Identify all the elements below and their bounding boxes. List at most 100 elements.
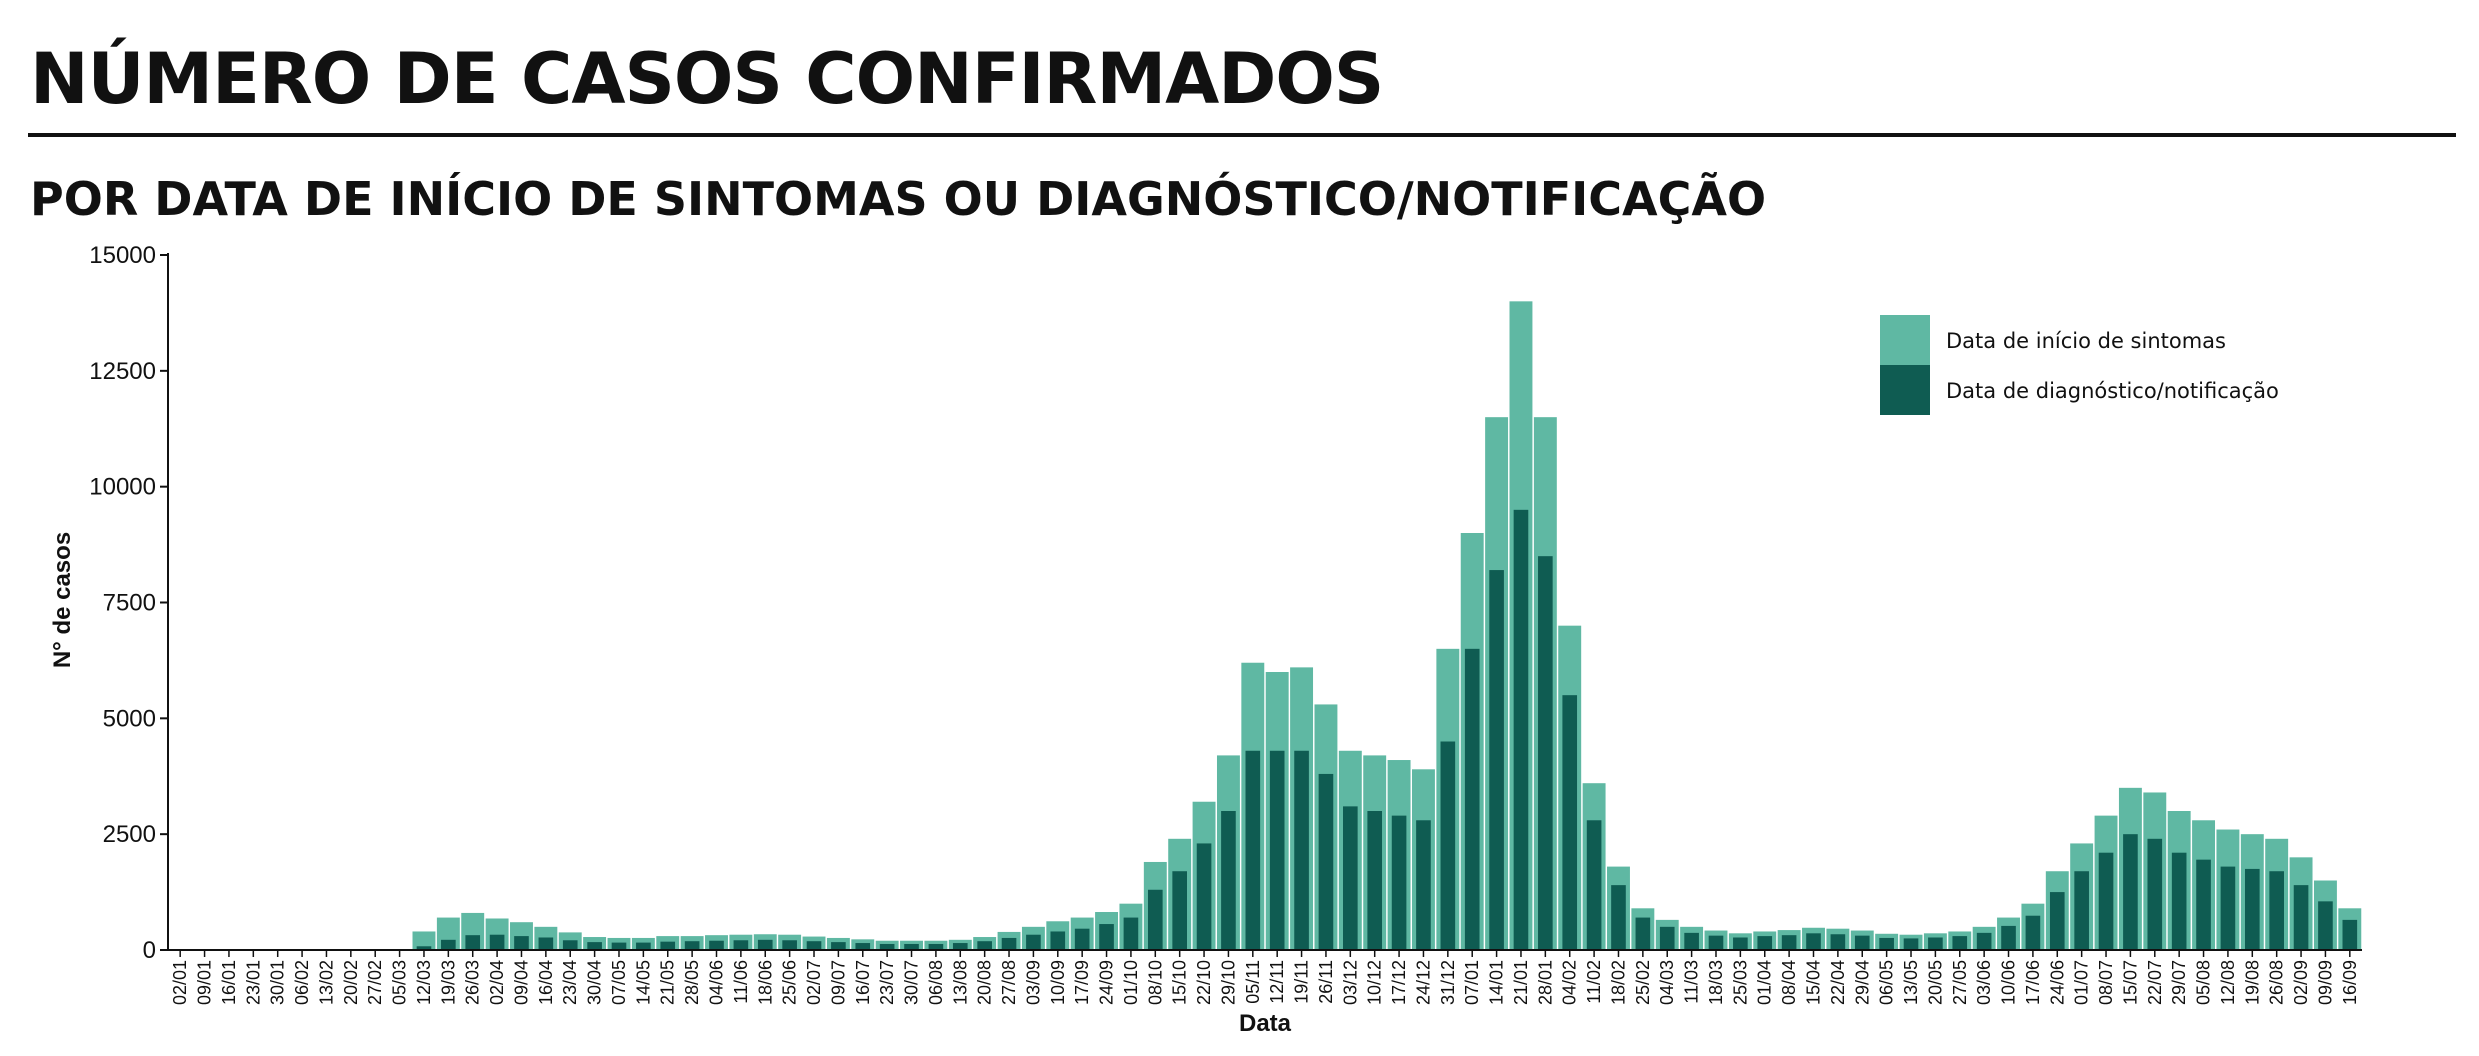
bar	[904, 943, 919, 950]
x-tick-label: 17/09	[1072, 960, 1092, 1005]
bar	[416, 946, 432, 950]
x-tick-label: 28/05	[682, 960, 702, 1005]
x-tick-label: 04/06	[707, 960, 727, 1005]
bar	[1781, 935, 1797, 950]
x-tick-label: 25/03	[1730, 960, 1750, 1005]
bar	[806, 941, 822, 950]
bar	[1708, 935, 1724, 950]
x-tick-label: 11/02	[1584, 960, 1604, 1004]
bar	[660, 941, 676, 950]
y-tick-label: 15000	[89, 242, 156, 269]
x-tick-label: 18/06	[755, 960, 775, 1005]
x-tick-label: 11/06	[731, 960, 751, 1004]
x-tick-label: 18/03	[1706, 960, 1726, 1005]
bar	[2025, 915, 2041, 950]
x-tick-label: 15/10	[1170, 960, 1190, 1005]
bar	[2318, 901, 2333, 950]
bar	[1196, 843, 1212, 950]
y-tick-label: 5000	[103, 705, 156, 732]
x-tick-label: 19/11	[1292, 960, 1312, 1004]
bar	[1269, 750, 1285, 950]
bar	[1928, 937, 1943, 950]
x-tick-label: 23/01	[243, 960, 263, 1005]
bar	[2342, 919, 2358, 950]
x-tick-label: 09/09	[2315, 960, 2335, 1005]
x-tick-label: 07/01	[1462, 960, 1482, 1005]
bar	[2293, 885, 2309, 950]
x-tick-label: 29/07	[2169, 960, 2189, 1005]
bar	[1245, 750, 1261, 950]
x-tick-label: 25/06	[780, 960, 800, 1005]
x-tick-label: 24/06	[2047, 960, 2067, 1005]
x-tick-label: 09/01	[195, 960, 215, 1005]
x-tick-label: 02/04	[487, 960, 507, 1005]
bar	[977, 941, 992, 950]
page-subtitle: POR DATA DE INÍCIO DE SINTOMAS OU DIAGNÓ…	[30, 172, 1767, 226]
x-tick-label: 19/03	[438, 960, 458, 1005]
x-tick-label: 30/04	[585, 960, 605, 1005]
x-tick-label: 08/07	[2096, 960, 2116, 1005]
bar	[1172, 871, 1187, 950]
bar	[1294, 750, 1309, 950]
x-tick-label: 29/10	[1218, 960, 1238, 1005]
bar	[1562, 695, 1578, 950]
y-tick-label: 2500	[103, 821, 156, 848]
x-tick-label: 06/02	[292, 960, 312, 1005]
bar	[1464, 648, 1480, 950]
x-tick-label: 30/07	[902, 960, 922, 1005]
bar	[1074, 928, 1090, 950]
x-tick-label: 05/03	[390, 960, 410, 1005]
bar	[1026, 934, 1041, 950]
legend: Data de início de sintomas Data de diagnó…	[1880, 315, 2279, 415]
bar	[538, 937, 554, 950]
x-tick-label: 27/08	[999, 960, 1019, 1005]
x-tick-label: 14/01	[1487, 960, 1507, 1005]
x-tick-label: 26/03	[463, 960, 483, 1005]
x-tick-label: 06/05	[1877, 960, 1897, 1005]
bar	[733, 940, 749, 950]
x-tick-label: 14/05	[633, 960, 653, 1005]
bar	[489, 934, 505, 950]
y-axis-title: N° de casos	[49, 532, 76, 668]
x-tick-label: 10/06	[1999, 960, 2019, 1005]
x-tick-label: 10/12	[1365, 960, 1385, 1005]
bar	[1489, 570, 1504, 950]
x-tick-label: 03/12	[1340, 960, 1360, 1005]
bar	[1440, 741, 1456, 950]
legend-label: Data de início de sintomas	[1946, 329, 2226, 353]
bar	[2001, 925, 2016, 950]
x-tick-label: 20/05	[1925, 960, 1945, 1005]
x-tick-label: 29/04	[1852, 960, 1872, 1005]
bar	[1952, 936, 1968, 950]
bar	[441, 939, 456, 950]
x-tick-label: 31/12	[1438, 960, 1458, 1005]
x-axis: 02/01 09/01 16/01 23/01 30/01 06/02 13/02 20/02…	[168, 949, 2362, 1005]
x-tick-label: 04/03	[1657, 960, 1677, 1005]
bar	[1635, 917, 1651, 950]
page-title: NÚMERO DE CASOS CONFIRMADOS	[30, 38, 1384, 120]
x-tick-label: 02/01	[170, 960, 190, 1005]
x-tick-label: 08/04	[1779, 960, 1799, 1005]
x-tick-label: 27/02	[365, 960, 385, 1005]
bar	[1050, 931, 1066, 950]
x-tick-label: 05/08	[2194, 960, 2214, 1005]
y-axis: 0 2500 5000 7500 10000 12500 15000	[89, 242, 169, 964]
x-tick-label: 24/12	[1414, 960, 1434, 1005]
x-tick-label: 18/02	[1609, 960, 1629, 1005]
bar	[1879, 937, 1894, 950]
x-tick-label: 15/04	[1804, 960, 1824, 1005]
bar	[465, 935, 481, 950]
x-tick-label: 24/09	[1097, 960, 1117, 1005]
x-tick-label: 09/07	[828, 960, 848, 1005]
x-tick-label: 17/06	[2023, 960, 2043, 1005]
x-tick-label: 16/04	[536, 960, 556, 1005]
bars-layer	[412, 301, 2362, 951]
legend-swatch	[1880, 315, 1930, 365]
bar	[1001, 937, 1017, 950]
bar	[1123, 917, 1139, 950]
bar	[855, 943, 871, 950]
bar	[2244, 868, 2260, 950]
bar	[709, 940, 724, 950]
bar	[1416, 820, 1431, 950]
bar	[2049, 892, 2065, 950]
